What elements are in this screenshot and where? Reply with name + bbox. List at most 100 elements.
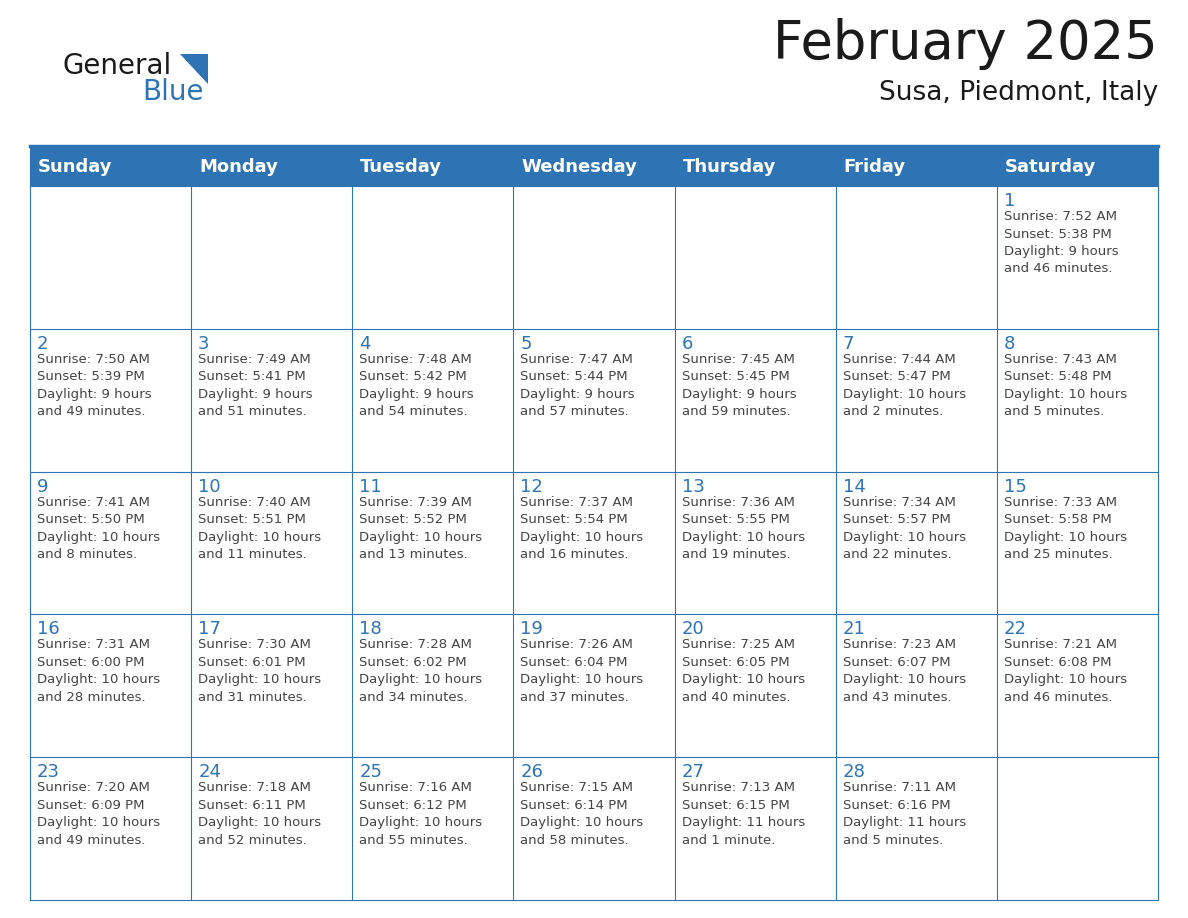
- Bar: [191, 329, 353, 472]
- Bar: [997, 472, 1158, 614]
- Bar: [30, 329, 191, 472]
- Text: Sunrise: 7:16 AM
Sunset: 6:12 PM
Daylight: 10 hours
and 55 minutes.: Sunrise: 7:16 AM Sunset: 6:12 PM Dayligh…: [359, 781, 482, 846]
- Bar: [997, 757, 1158, 900]
- Bar: [835, 329, 997, 472]
- Text: General: General: [62, 52, 171, 80]
- Text: 23: 23: [37, 763, 61, 781]
- Bar: [30, 186, 191, 329]
- Bar: [513, 148, 675, 186]
- Polygon shape: [181, 54, 208, 84]
- Bar: [997, 186, 1158, 329]
- Text: Friday: Friday: [843, 158, 905, 176]
- Text: 22: 22: [1004, 621, 1026, 638]
- Text: Sunrise: 7:52 AM
Sunset: 5:38 PM
Daylight: 9 hours
and 46 minutes.: Sunrise: 7:52 AM Sunset: 5:38 PM Dayligh…: [1004, 210, 1118, 275]
- Text: 14: 14: [842, 477, 866, 496]
- Bar: [675, 329, 835, 472]
- Text: Thursday: Thursday: [683, 158, 776, 176]
- Bar: [353, 186, 513, 329]
- Text: 25: 25: [359, 763, 383, 781]
- Bar: [30, 148, 191, 186]
- Text: 18: 18: [359, 621, 383, 638]
- Text: Sunrise: 7:49 AM
Sunset: 5:41 PM
Daylight: 9 hours
and 51 minutes.: Sunrise: 7:49 AM Sunset: 5:41 PM Dayligh…: [198, 353, 312, 419]
- Text: Sunrise: 7:39 AM
Sunset: 5:52 PM
Daylight: 10 hours
and 13 minutes.: Sunrise: 7:39 AM Sunset: 5:52 PM Dayligh…: [359, 496, 482, 561]
- Text: 26: 26: [520, 763, 543, 781]
- Text: Sunrise: 7:50 AM
Sunset: 5:39 PM
Daylight: 9 hours
and 49 minutes.: Sunrise: 7:50 AM Sunset: 5:39 PM Dayligh…: [37, 353, 152, 419]
- Text: Sunday: Sunday: [38, 158, 113, 176]
- Text: Sunrise: 7:11 AM
Sunset: 6:16 PM
Daylight: 11 hours
and 5 minutes.: Sunrise: 7:11 AM Sunset: 6:16 PM Dayligh…: [842, 781, 966, 846]
- Text: Sunrise: 7:15 AM
Sunset: 6:14 PM
Daylight: 10 hours
and 58 minutes.: Sunrise: 7:15 AM Sunset: 6:14 PM Dayligh…: [520, 781, 644, 846]
- Text: Tuesday: Tuesday: [360, 158, 442, 176]
- Bar: [513, 186, 675, 329]
- Text: 27: 27: [682, 763, 704, 781]
- Text: 3: 3: [198, 335, 209, 353]
- Bar: [353, 472, 513, 614]
- Text: Sunrise: 7:34 AM
Sunset: 5:57 PM
Daylight: 10 hours
and 22 minutes.: Sunrise: 7:34 AM Sunset: 5:57 PM Dayligh…: [842, 496, 966, 561]
- Bar: [191, 186, 353, 329]
- Text: Sunrise: 7:21 AM
Sunset: 6:08 PM
Daylight: 10 hours
and 46 minutes.: Sunrise: 7:21 AM Sunset: 6:08 PM Dayligh…: [1004, 638, 1127, 704]
- Text: Sunrise: 7:13 AM
Sunset: 6:15 PM
Daylight: 11 hours
and 1 minute.: Sunrise: 7:13 AM Sunset: 6:15 PM Dayligh…: [682, 781, 804, 846]
- Text: 13: 13: [682, 477, 704, 496]
- Bar: [997, 614, 1158, 757]
- Bar: [997, 148, 1158, 186]
- Text: Saturday: Saturday: [1005, 158, 1097, 176]
- Bar: [675, 186, 835, 329]
- Bar: [30, 472, 191, 614]
- Bar: [30, 614, 191, 757]
- Text: Susa, Piedmont, Italy: Susa, Piedmont, Italy: [879, 80, 1158, 106]
- Text: 20: 20: [682, 621, 704, 638]
- Text: Sunrise: 7:18 AM
Sunset: 6:11 PM
Daylight: 10 hours
and 52 minutes.: Sunrise: 7:18 AM Sunset: 6:11 PM Dayligh…: [198, 781, 321, 846]
- Text: Sunrise: 7:30 AM
Sunset: 6:01 PM
Daylight: 10 hours
and 31 minutes.: Sunrise: 7:30 AM Sunset: 6:01 PM Dayligh…: [198, 638, 321, 704]
- Text: 11: 11: [359, 477, 383, 496]
- Bar: [513, 472, 675, 614]
- Bar: [835, 186, 997, 329]
- Text: 16: 16: [37, 621, 59, 638]
- Bar: [835, 614, 997, 757]
- Bar: [675, 472, 835, 614]
- Bar: [191, 757, 353, 900]
- Bar: [835, 148, 997, 186]
- Bar: [353, 614, 513, 757]
- Text: Sunrise: 7:44 AM
Sunset: 5:47 PM
Daylight: 10 hours
and 2 minutes.: Sunrise: 7:44 AM Sunset: 5:47 PM Dayligh…: [842, 353, 966, 419]
- Text: Sunrise: 7:48 AM
Sunset: 5:42 PM
Daylight: 9 hours
and 54 minutes.: Sunrise: 7:48 AM Sunset: 5:42 PM Dayligh…: [359, 353, 474, 419]
- Text: 8: 8: [1004, 335, 1016, 353]
- Bar: [997, 329, 1158, 472]
- Text: 24: 24: [198, 763, 221, 781]
- Bar: [675, 148, 835, 186]
- Text: Sunrise: 7:23 AM
Sunset: 6:07 PM
Daylight: 10 hours
and 43 minutes.: Sunrise: 7:23 AM Sunset: 6:07 PM Dayligh…: [842, 638, 966, 704]
- Text: 12: 12: [520, 477, 543, 496]
- Text: Sunrise: 7:36 AM
Sunset: 5:55 PM
Daylight: 10 hours
and 19 minutes.: Sunrise: 7:36 AM Sunset: 5:55 PM Dayligh…: [682, 496, 804, 561]
- Bar: [675, 614, 835, 757]
- Bar: [353, 757, 513, 900]
- Text: 9: 9: [37, 477, 49, 496]
- Text: 7: 7: [842, 335, 854, 353]
- Text: Sunrise: 7:43 AM
Sunset: 5:48 PM
Daylight: 10 hours
and 5 minutes.: Sunrise: 7:43 AM Sunset: 5:48 PM Dayligh…: [1004, 353, 1127, 419]
- Bar: [353, 148, 513, 186]
- Text: Sunrise: 7:47 AM
Sunset: 5:44 PM
Daylight: 9 hours
and 57 minutes.: Sunrise: 7:47 AM Sunset: 5:44 PM Dayligh…: [520, 353, 636, 419]
- Text: 6: 6: [682, 335, 693, 353]
- Text: 2: 2: [37, 335, 49, 353]
- Text: Sunrise: 7:33 AM
Sunset: 5:58 PM
Daylight: 10 hours
and 25 minutes.: Sunrise: 7:33 AM Sunset: 5:58 PM Dayligh…: [1004, 496, 1127, 561]
- Text: 1: 1: [1004, 192, 1016, 210]
- Text: 28: 28: [842, 763, 866, 781]
- Bar: [513, 614, 675, 757]
- Bar: [191, 614, 353, 757]
- Text: Sunrise: 7:45 AM
Sunset: 5:45 PM
Daylight: 9 hours
and 59 minutes.: Sunrise: 7:45 AM Sunset: 5:45 PM Dayligh…: [682, 353, 796, 419]
- Text: Sunrise: 7:40 AM
Sunset: 5:51 PM
Daylight: 10 hours
and 11 minutes.: Sunrise: 7:40 AM Sunset: 5:51 PM Dayligh…: [198, 496, 321, 561]
- Text: February 2025: February 2025: [773, 18, 1158, 70]
- Bar: [30, 757, 191, 900]
- Text: Sunrise: 7:37 AM
Sunset: 5:54 PM
Daylight: 10 hours
and 16 minutes.: Sunrise: 7:37 AM Sunset: 5:54 PM Dayligh…: [520, 496, 644, 561]
- Bar: [513, 329, 675, 472]
- Bar: [675, 757, 835, 900]
- Text: 4: 4: [359, 335, 371, 353]
- Bar: [191, 472, 353, 614]
- Text: Wednesday: Wednesday: [522, 158, 637, 176]
- Text: 19: 19: [520, 621, 543, 638]
- Bar: [835, 757, 997, 900]
- Text: Sunrise: 7:31 AM
Sunset: 6:00 PM
Daylight: 10 hours
and 28 minutes.: Sunrise: 7:31 AM Sunset: 6:00 PM Dayligh…: [37, 638, 160, 704]
- Text: 5: 5: [520, 335, 532, 353]
- Bar: [513, 757, 675, 900]
- Text: Sunrise: 7:25 AM
Sunset: 6:05 PM
Daylight: 10 hours
and 40 minutes.: Sunrise: 7:25 AM Sunset: 6:05 PM Dayligh…: [682, 638, 804, 704]
- Text: Sunrise: 7:26 AM
Sunset: 6:04 PM
Daylight: 10 hours
and 37 minutes.: Sunrise: 7:26 AM Sunset: 6:04 PM Dayligh…: [520, 638, 644, 704]
- Text: Blue: Blue: [143, 78, 203, 106]
- Text: 10: 10: [198, 477, 221, 496]
